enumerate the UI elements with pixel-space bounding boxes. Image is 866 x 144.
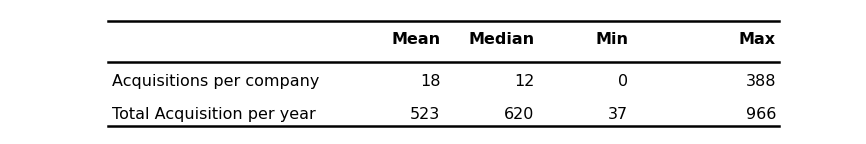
Text: 523: 523 bbox=[410, 107, 441, 122]
Text: 12: 12 bbox=[514, 74, 534, 89]
Text: 0: 0 bbox=[618, 74, 629, 89]
Text: Max: Max bbox=[739, 32, 776, 47]
Text: 388: 388 bbox=[746, 74, 776, 89]
Text: 37: 37 bbox=[608, 107, 629, 122]
Text: 18: 18 bbox=[420, 74, 441, 89]
Text: Acquisitions per company: Acquisitions per company bbox=[112, 74, 319, 89]
Text: Min: Min bbox=[596, 32, 629, 47]
Text: Median: Median bbox=[469, 32, 534, 47]
Text: Total Acquisition per year: Total Acquisition per year bbox=[112, 107, 315, 122]
Text: 966: 966 bbox=[746, 107, 776, 122]
Text: 620: 620 bbox=[504, 107, 534, 122]
Text: Mean: Mean bbox=[391, 32, 441, 47]
